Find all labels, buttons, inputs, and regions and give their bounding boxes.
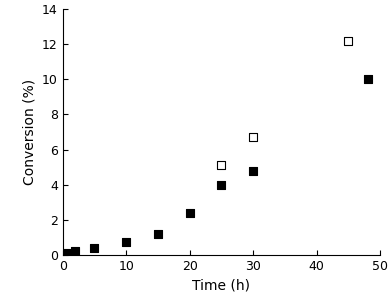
Point [91, 246, 98, 250]
Point [250, 168, 256, 173]
Point [155, 232, 161, 236]
Y-axis label: Conversion (%): Conversion (%) [22, 79, 36, 185]
X-axis label: Time (h): Time (h) [192, 278, 250, 292]
Point [63, 251, 69, 256]
Point [218, 182, 225, 187]
Point [72, 249, 78, 254]
Point [218, 163, 225, 168]
Point [250, 135, 256, 140]
Point [123, 239, 129, 244]
Point [187, 210, 193, 215]
Point [365, 77, 371, 82]
Point [345, 38, 352, 43]
